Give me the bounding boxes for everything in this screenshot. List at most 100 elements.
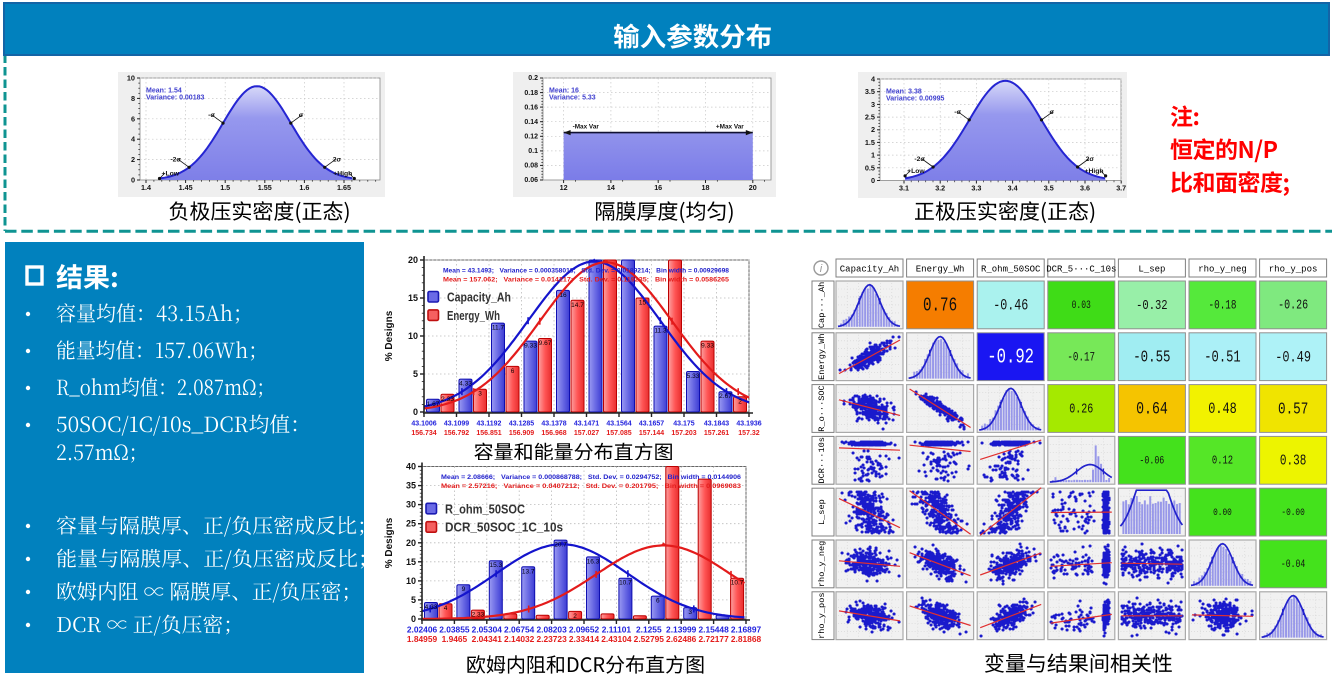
svg-text:43.1471: 43.1471 (574, 421, 599, 428)
svg-text:DCR_5···C_10s: DCR_5···C_10s (1046, 265, 1116, 275)
svg-text:-0.46: -0.46 (993, 296, 1028, 314)
svg-text:156.734: 156.734 (411, 430, 436, 437)
svg-text:16.3: 16.3 (587, 558, 600, 565)
svg-text:2: 2 (573, 613, 577, 620)
svg-text:Mean = 2.57216; Variance = 0: Mean = 2.57216; Variance = 0.0407212; St… (441, 483, 741, 490)
svg-text:-0.51: -0.51 (1204, 347, 1240, 366)
svg-text:+High: +High (1085, 168, 1104, 175)
svg-text:157.32: 157.32 (738, 430, 760, 437)
svg-text:20.7: 20.7 (554, 542, 567, 549)
svg-text:2.33: 2.33 (441, 396, 454, 403)
svg-text:σ: σ (1050, 109, 1055, 116)
svg-text:Energy_Wh: Energy_Wh (817, 333, 827, 379)
svg-text:40: 40 (406, 462, 416, 472)
svg-text:R_ohm_50SOC: R_ohm_50SOC (445, 501, 526, 516)
svg-text:18: 18 (702, 183, 710, 192)
svg-text:σ: σ (299, 112, 304, 119)
svg-text:0.1: 0.1 (528, 148, 538, 155)
svg-text:43.175: 43.175 (673, 421, 695, 428)
svg-text:157.203: 157.203 (671, 430, 696, 437)
svg-text:43.1378: 43.1378 (541, 421, 566, 428)
svg-text:R_ohm_50SOC: R_ohm_50SOC (981, 265, 1041, 275)
svg-text:20: 20 (406, 538, 416, 548)
svg-text:Mean = 2.08666; Variance = 0: Mean = 2.08666; Variance = 0.000868788; … (441, 474, 741, 481)
svg-text:+Max Var: +Max Var (716, 124, 744, 131)
svg-text:4: 4 (444, 605, 448, 612)
svg-text:rho_y_neg: rho_y_neg (1198, 265, 1247, 275)
svg-text:3: 3 (688, 609, 692, 616)
svg-text:157.027: 157.027 (574, 430, 599, 437)
svg-text:DCR···10s: DCR···10s (817, 437, 827, 483)
svg-text:156.909: 156.909 (509, 430, 534, 437)
svg-text:-0.92: -0.92 (987, 347, 1034, 370)
svg-text:0.06: 0.06 (524, 177, 538, 184)
svg-text:14.7: 14.7 (571, 302, 584, 309)
svg-text:% Designs: % Designs (384, 310, 395, 361)
svg-text:0.12: 0.12 (524, 134, 538, 141)
svg-text:Variance: 0.00183: Variance: 0.00183 (146, 95, 204, 102)
svg-text:2.33: 2.33 (472, 612, 485, 619)
svg-text:5.33: 5.33 (687, 373, 700, 380)
svg-text:9: 9 (462, 586, 466, 593)
svg-text:Variance: 0.00995: Variance: 0.00995 (886, 96, 944, 103)
svg-text:1.9465: 1.9465 (442, 634, 468, 644)
svg-text:16: 16 (559, 292, 567, 299)
svg-text:25: 25 (406, 519, 416, 529)
svg-text:156.968: 156.968 (541, 430, 566, 437)
svg-text:5: 5 (413, 369, 418, 379)
svg-text:0: 0 (411, 614, 416, 624)
svg-text:11.7: 11.7 (492, 325, 505, 332)
svg-text:0.12: 0.12 (1212, 454, 1233, 468)
svg-text:+Low: +Low (162, 171, 180, 178)
svg-text:1.67: 1.67 (427, 401, 440, 408)
svg-text:Mean = 157.062; Variance = 0: Mean = 157.062; Variance = 0.014217; Std… (443, 276, 729, 283)
svg-text:6: 6 (131, 114, 135, 123)
svg-text:1.65: 1.65 (337, 183, 351, 192)
svg-text:-0.04: -0.04 (1281, 559, 1306, 571)
svg-text:0.03: 0.03 (1072, 300, 1091, 312)
svg-text:Capacity_Ah: Capacity_Ah (447, 290, 511, 305)
svg-text:-σ: -σ (954, 109, 961, 116)
svg-text:-0.26: -0.26 (1278, 299, 1308, 314)
svg-text:2.03855: 2.03855 (439, 625, 470, 635)
svg-text:2.06754: 2.06754 (504, 625, 535, 635)
svg-text:R_o···SOC: R_o···SOC (817, 385, 827, 431)
svg-text:Capacity_Ah: Capacity_Ah (840, 265, 899, 275)
svg-text:1.4: 1.4 (141, 183, 151, 192)
svg-text:-Max Var: -Max Var (573, 124, 600, 131)
svg-text:3.5: 3.5 (865, 87, 875, 96)
svg-text:0.16: 0.16 (524, 104, 538, 111)
svg-text:2.02406: 2.02406 (407, 625, 438, 635)
svg-text:157.261: 157.261 (704, 430, 729, 437)
svg-text:6: 6 (656, 598, 660, 605)
svg-text:Cap···_Ah: Cap···_Ah (817, 282, 827, 328)
svg-text:2σ: 2σ (1086, 156, 1095, 163)
svg-text:35: 35 (406, 481, 416, 491)
svg-text:% Designs: % Designs (384, 517, 395, 568)
svg-text:13.7: 13.7 (522, 568, 535, 575)
svg-text:0: 0 (131, 176, 135, 185)
svg-text:2.72177: 2.72177 (698, 634, 729, 644)
svg-text:2σ: 2σ (333, 156, 342, 163)
svg-text:157.144: 157.144 (639, 430, 664, 437)
svg-text:1.45: 1.45 (179, 183, 193, 192)
svg-text:43.1936: 43.1936 (736, 421, 761, 428)
svg-text:0.38: 0.38 (1280, 454, 1306, 470)
svg-text:-0.06: -0.06 (1139, 456, 1164, 468)
svg-text:2.15448: 2.15448 (698, 625, 729, 635)
svg-text:0.26: 0.26 (1069, 402, 1093, 417)
svg-text:11.3: 11.3 (654, 328, 667, 335)
svg-text:156.851: 156.851 (476, 430, 501, 437)
svg-text:2.43104: 2.43104 (601, 634, 632, 644)
svg-text:156.792: 156.792 (444, 430, 469, 437)
svg-text:2: 2 (131, 155, 135, 164)
svg-text:1.5: 1.5 (865, 138, 875, 147)
svg-text:Mean: 3.38: Mean: 3.38 (886, 89, 922, 96)
svg-text:10: 10 (127, 74, 135, 83)
svg-text:4: 4 (871, 75, 876, 84)
svg-text:0: 0 (871, 176, 875, 185)
svg-text:16: 16 (654, 183, 662, 192)
svg-text:15: 15 (406, 557, 416, 567)
svg-text:2.67: 2.67 (719, 393, 732, 400)
svg-text:9.33: 9.33 (524, 343, 537, 350)
